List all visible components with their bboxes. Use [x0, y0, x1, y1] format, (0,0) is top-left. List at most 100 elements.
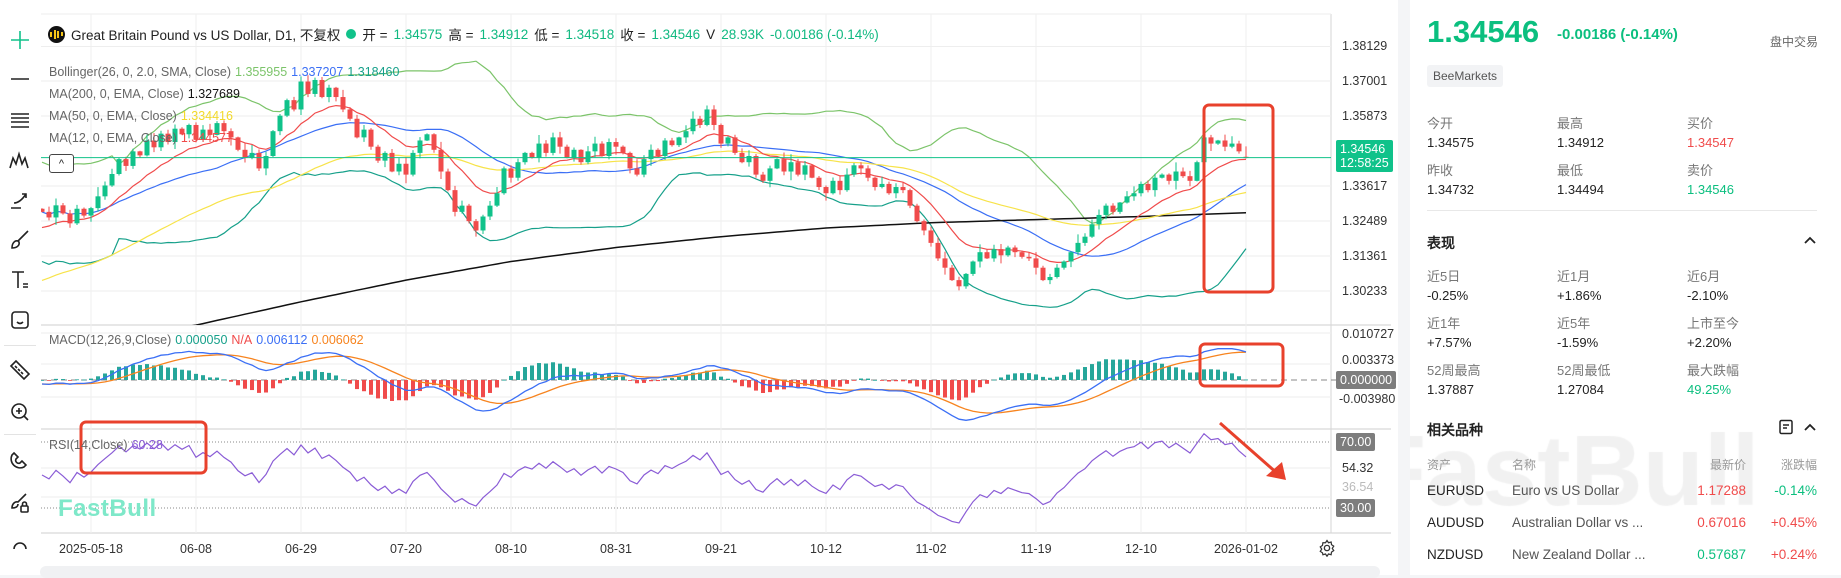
related-change: +0.45%	[1770, 515, 1817, 530]
stat-item-value: 1.34494	[1557, 182, 1604, 197]
collapse-performance-chevron-up-icon[interactable]	[1802, 232, 1818, 248]
legend-rsi[interactable]: RSI(14,Close) 60.28	[49, 438, 163, 452]
chart-canvas[interactable]	[0, 0, 1398, 575]
candle-body	[1187, 176, 1193, 181]
ruler-tool[interactable]	[6, 356, 34, 384]
candle-body	[1061, 261, 1067, 268]
chart-area[interactable]: Great Britain Pound vs US Dollar, D1, 不复…	[0, 0, 1398, 578]
macd-histogram-bar	[383, 380, 387, 399]
macd-histogram-bar	[369, 380, 373, 395]
more-tools[interactable]	[6, 527, 34, 555]
macd-histogram-bar	[740, 380, 744, 387]
candle-body	[123, 159, 129, 166]
horizontal-scrollbar[interactable]	[40, 566, 1380, 578]
macd-histogram-bar	[54, 378, 58, 380]
candle-body	[655, 149, 661, 156]
legend-bollinger[interactable]: Bollinger(26, 0, 2.0, SMA, Close) 1.35595…	[49, 65, 399, 79]
x-axis-date: 08-31	[600, 542, 632, 556]
zoom-in-tool[interactable]	[6, 398, 34, 426]
price-tick: 1.37001	[1342, 74, 1388, 88]
candle-body	[543, 143, 549, 153]
related-row[interactable]: AUDUSD Australian Dollar vs ... 0.67016 +0.…	[1410, 510, 1841, 538]
pattern-icon	[9, 151, 29, 169]
price-tick: 1.30233	[1342, 284, 1388, 298]
list-view-icon[interactable]	[1778, 419, 1794, 435]
settings-gear-icon[interactable]	[1318, 539, 1336, 557]
candle-body	[354, 118, 360, 138]
collapse-legend-button[interactable]: ^	[49, 154, 74, 173]
candle-body	[907, 190, 913, 206]
legend-ma50[interactable]: MA(50, 0, EMA, Close) 1.334416	[49, 109, 233, 123]
stat-item-label: 最低	[1557, 163, 1584, 178]
legend-ma200[interactable]: MA(200, 0, EMA, Close) 1.327689	[49, 87, 240, 101]
macd-histogram-bar	[278, 380, 282, 384]
candle-body	[844, 174, 850, 191]
rsi-lower-label: 30.00	[1336, 499, 1376, 517]
candle-body	[571, 149, 577, 158]
macd-histogram-bar	[838, 380, 842, 387]
bollinger-lower-line	[41, 169, 1247, 308]
candle-body	[172, 128, 178, 143]
toolbar-divider	[4, 434, 36, 435]
macd-histogram-bar	[481, 380, 485, 398]
macd-histogram-bar	[1216, 369, 1220, 380]
change-value: -0.00186 (-0.14%)	[769, 26, 879, 42]
channel-tool[interactable]	[6, 106, 34, 134]
candle-body	[1152, 177, 1158, 191]
macd-histogram-bar	[292, 376, 296, 380]
macd-histogram-bar	[152, 365, 156, 380]
quote-panel: 1.34546 -0.00186 (-0.14%) 盘中交易 BeeMarket…	[1410, 0, 1841, 575]
stat-item-value: 1.34547	[1687, 135, 1734, 150]
stat-item-value: 1.34546	[1687, 182, 1734, 197]
pattern-tool[interactable]	[6, 146, 34, 174]
brush-tool[interactable]	[6, 226, 34, 254]
macd-histogram-bar	[229, 380, 233, 382]
candle-body	[95, 196, 101, 209]
lock-drawings-tool[interactable]	[6, 489, 34, 517]
candle-body	[270, 131, 276, 156]
macd-histogram-bar	[684, 375, 688, 380]
horizontal-line-tool[interactable]	[6, 65, 34, 93]
macd-histogram-bar	[390, 380, 394, 401]
macd-histogram-bar	[1013, 373, 1017, 380]
legend-ma200-label: MA(200, 0, EMA, Close)	[49, 87, 184, 101]
candle-body	[648, 149, 654, 160]
performance-item-label: 最大跌幅	[1687, 363, 1740, 378]
macd-histogram-bar	[824, 380, 828, 389]
related-row[interactable]: NZDUSD New Zealand Dollar ... 0.57687 +0.24…	[1410, 542, 1841, 570]
candle-body	[830, 180, 836, 194]
legend-macd[interactable]: MACD(12,26,9,Close) 0.000050 N/A 0.006112 0.…	[49, 333, 364, 347]
collapse-related-chevron-up-icon[interactable]	[1802, 419, 1818, 435]
x-axis-date: 2025-05-18	[59, 542, 123, 556]
candle-body	[942, 258, 948, 268]
parallel-channel-icon	[11, 113, 29, 128]
candle-body	[186, 124, 192, 135]
price-tick: 1.32489	[1342, 214, 1388, 228]
annotation-box-rsi	[79, 420, 208, 475]
crosshair-tool[interactable]	[6, 26, 34, 54]
x-axis-date: 12-10	[1125, 542, 1157, 556]
performance-item-label: 上市至今	[1687, 316, 1740, 331]
macd-histogram-bar	[1027, 373, 1031, 380]
macd-histogram-bar	[82, 379, 86, 381]
candle-body	[1117, 202, 1123, 212]
macd-histogram-bar	[348, 380, 352, 384]
macd-histogram-bar	[1069, 372, 1073, 380]
candle-body	[284, 100, 290, 116]
source-badge[interactable]: BeeMarkets	[1427, 65, 1504, 87]
stat-item-label: 昨收	[1427, 163, 1454, 178]
related-row[interactable]: EURUSD Euro vs US Dollar 1.17288 -0.14%	[1410, 478, 1841, 506]
current-price-label: 1.34546 12:58:25	[1336, 140, 1393, 172]
performance-item-label: 近1年	[1427, 316, 1461, 331]
macd-histogram-bar	[495, 380, 499, 388]
magnet-tool[interactable]	[6, 446, 34, 474]
text-tool[interactable]	[6, 266, 34, 294]
candle-body	[893, 187, 899, 194]
candle-body	[501, 168, 507, 194]
rsi-upper-label: 70.00	[1336, 433, 1376, 451]
arrow-tool[interactable]	[6, 186, 34, 214]
legend-ma12[interactable]: MA(12, 0, EMA, Close) 1.344577	[49, 131, 233, 145]
macd-histogram-bar	[1034, 374, 1038, 380]
candle-body	[620, 146, 626, 153]
emoji-tool[interactable]	[6, 306, 34, 334]
